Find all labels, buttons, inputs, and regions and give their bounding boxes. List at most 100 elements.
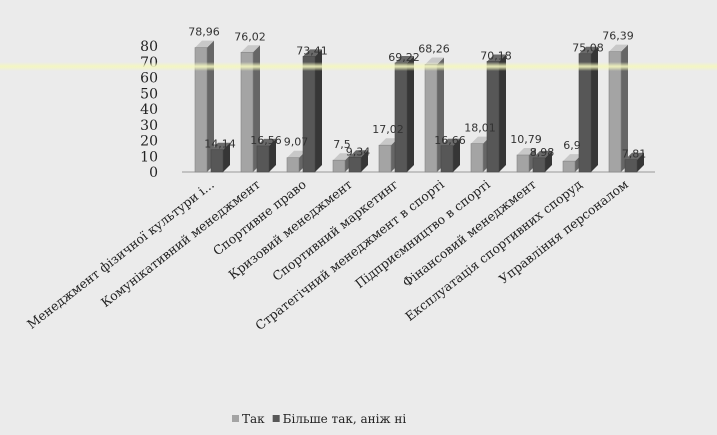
bar-tak-front xyxy=(608,51,622,173)
bar-tak-front xyxy=(194,47,208,173)
bar-bilshe-tak-front xyxy=(394,62,408,173)
data-label: 9,34 xyxy=(346,145,371,158)
bar-bilshe-tak-top xyxy=(579,46,598,54)
bar-bilshe-tak xyxy=(394,55,414,173)
data-label: 75,08 xyxy=(572,42,604,55)
data-label: 14,14 xyxy=(204,138,236,151)
data-label: 69,22 xyxy=(388,51,420,64)
data-label: 78,96 xyxy=(188,26,220,39)
y-tick-label: 10 xyxy=(140,149,158,165)
data-label: 76,39 xyxy=(602,30,634,43)
bar-tak-top xyxy=(195,40,214,48)
bar-tak-side xyxy=(253,45,260,172)
bar-bilshe-tak-side xyxy=(269,138,276,172)
bar-tak-front xyxy=(240,51,254,173)
data-label: 17,02 xyxy=(372,123,404,136)
data-label: 70,18 xyxy=(480,49,512,62)
bar-tak-front xyxy=(332,159,346,173)
bar-bilshe-tak-top xyxy=(395,55,414,63)
bar-bilshe-tak-side xyxy=(637,152,644,172)
bar-tak xyxy=(240,45,260,173)
bar-tak-top xyxy=(471,136,490,144)
legend: Так Більше так, аніж ні xyxy=(232,412,406,426)
data-label: 8,98 xyxy=(530,146,555,159)
bar-bilshe-tak-front xyxy=(486,61,500,173)
bar-bilshe-tak-side xyxy=(453,138,460,172)
bar-bilshe-tak-front xyxy=(210,149,224,173)
bar-bilshe-tak-front xyxy=(578,53,592,173)
bar-bilshe-tak xyxy=(532,150,552,173)
legend-swatch xyxy=(272,415,280,422)
data-label: 9,07 xyxy=(284,136,309,149)
bar-tak xyxy=(608,44,628,173)
category-label: Менеджмент фізичної культури і... xyxy=(24,177,217,332)
bar-tak-top xyxy=(517,148,536,156)
bar-bilshe-tak-top xyxy=(487,54,506,62)
bar-bilshe-tak-front xyxy=(624,159,638,173)
bar-bilshe-tak xyxy=(578,46,598,173)
y-tick-label: 70 xyxy=(140,55,158,71)
bar-tak-front xyxy=(286,157,300,173)
bar-tak-top xyxy=(333,153,352,161)
bar-bilshe-tak xyxy=(440,138,460,173)
y-tick-label: 40 xyxy=(140,102,158,118)
y-tick-label: 50 xyxy=(140,86,158,102)
y-tick-label: 60 xyxy=(140,71,158,87)
bar-tak-front xyxy=(562,160,576,173)
bar-tak-side xyxy=(437,57,444,172)
bar-bilshe-tak-side xyxy=(361,150,368,172)
bar-bilshe-tak-top xyxy=(533,150,552,158)
bar-bilshe-tak-front xyxy=(440,145,454,173)
bar-bilshe-tak xyxy=(624,152,644,173)
bar-tak-front xyxy=(516,154,530,173)
bar-bilshe-tak xyxy=(302,49,322,173)
data-label: 10,79 xyxy=(510,133,542,146)
data-label: 6,9 xyxy=(563,139,581,152)
bar-bilshe-tak-front xyxy=(256,145,270,173)
bar-tak-top xyxy=(379,138,398,146)
data-label: 76,02 xyxy=(234,30,266,43)
bar-bilshe-tak xyxy=(256,138,276,173)
bars xyxy=(194,40,644,173)
bar-tak-top xyxy=(287,150,306,158)
bar-bilshe-tak xyxy=(486,54,506,173)
bar-bilshe-tak-front xyxy=(532,157,546,173)
bar-bilshe-tak-front xyxy=(302,56,316,173)
bar-bilshe-tak xyxy=(348,150,368,173)
bar-tak-front xyxy=(424,64,438,173)
bar-tak-front xyxy=(378,144,392,173)
bar-bilshe-tak-top xyxy=(211,142,230,150)
y-tick-label: 80 xyxy=(140,39,158,55)
bar-bilshe-tak-side xyxy=(499,54,506,172)
data-label: 18,01 xyxy=(464,122,496,135)
data-label: 68,26 xyxy=(418,42,450,55)
bar-bilshe-tak-top xyxy=(257,138,276,146)
data-label: 73,41 xyxy=(296,44,328,57)
bar-tak-front xyxy=(470,143,484,173)
bar-tak-side xyxy=(621,44,628,173)
bar-bilshe-tak-side xyxy=(407,55,414,172)
bar-bilshe-tak-side xyxy=(223,142,230,172)
bar-bilshe-tak-side xyxy=(315,49,322,172)
legend-label: Більше так, аніж ні xyxy=(283,412,407,426)
bar-tak xyxy=(194,40,214,173)
y-tick-label: 30 xyxy=(140,118,158,134)
category-labels: Менеджмент фізичної культури і...Комунік… xyxy=(24,176,631,333)
bar-tak-top xyxy=(609,44,628,52)
data-label: 16,66 xyxy=(434,134,466,147)
y-tick-label: 0 xyxy=(149,165,158,181)
bar-bilshe-tak-front xyxy=(348,156,362,173)
bar-bilshe-tak-top xyxy=(441,138,460,146)
data-label: 7,81 xyxy=(622,148,647,161)
bar-tak-side xyxy=(207,40,214,172)
legend-label: Так xyxy=(242,412,265,426)
bar-bilshe-tak-side xyxy=(545,150,552,172)
data-labels: 78,96 14,14 76,02 16,56 9,07 73,41 7,59,3417,0… xyxy=(188,26,646,161)
bar-bilshe-tak-top xyxy=(625,152,644,160)
bar-bilshe-tak-side xyxy=(591,46,598,172)
bar-bilshe-tak-top xyxy=(349,150,368,158)
y-tick-label: 20 xyxy=(140,134,158,150)
bar-tak-top xyxy=(563,154,582,162)
legend-swatch xyxy=(232,415,239,422)
